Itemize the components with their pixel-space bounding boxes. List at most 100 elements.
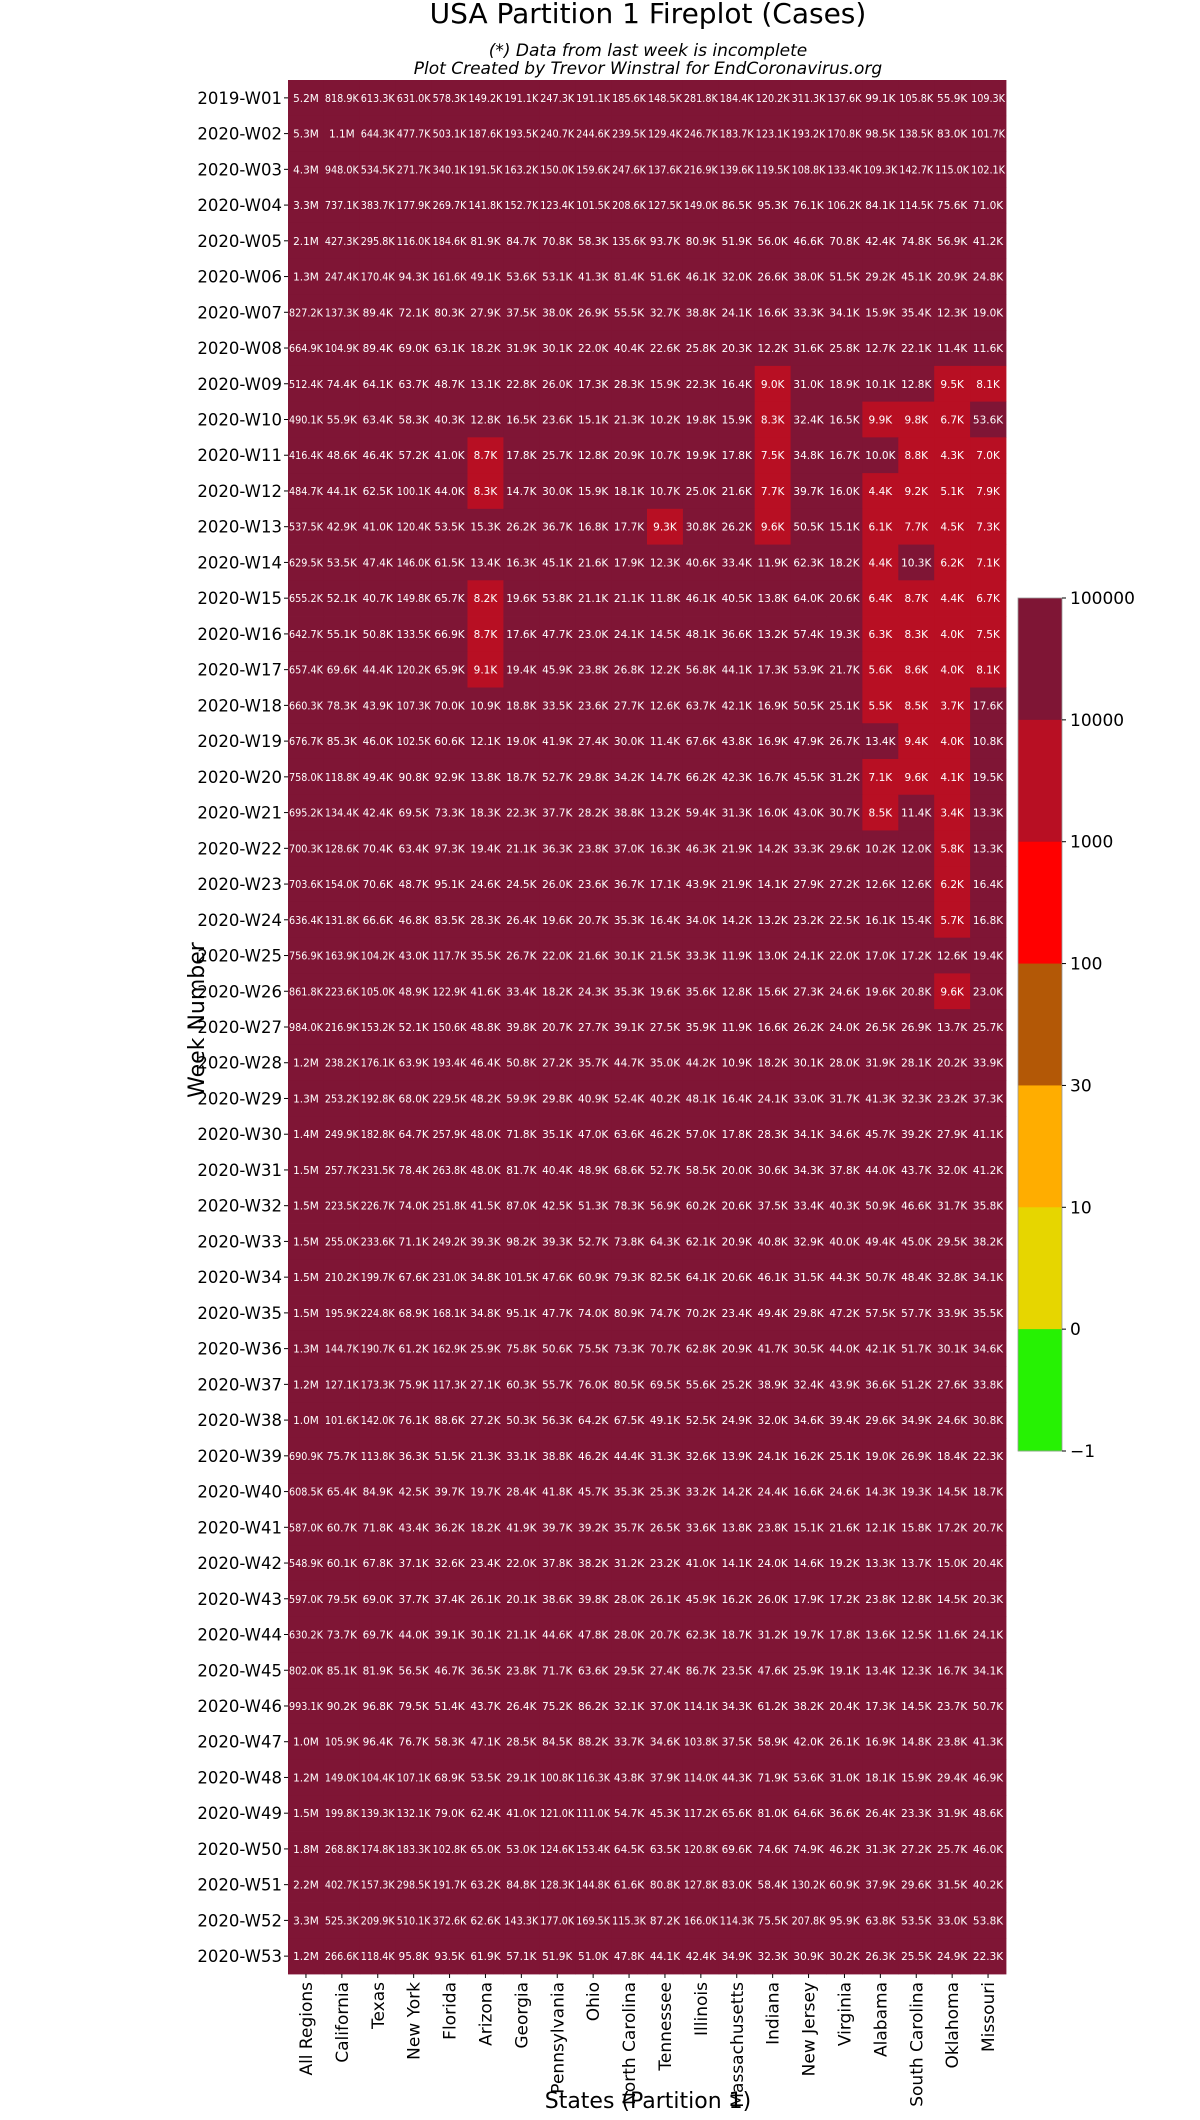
heatmap-cell-label: 50.3K xyxy=(506,1415,537,1427)
heatmap-cell-label: 8.7K xyxy=(474,450,499,462)
heatmap-cell-label: 23.8K xyxy=(506,1665,537,1677)
heatmap-cell-label: 45.5K xyxy=(793,772,824,784)
heatmap-cell-label: 149.8K xyxy=(397,593,432,605)
heatmap-cell-label: 33.4K xyxy=(506,986,537,998)
heatmap-cell-label: 69.5K xyxy=(650,1379,681,1391)
heatmap-cell-label: 22.0K xyxy=(542,951,573,963)
heatmap-cell xyxy=(395,294,432,331)
heatmap-cell-label: 17.9K xyxy=(793,1594,824,1606)
heatmap-cell-label: 133.4K xyxy=(828,164,863,176)
heatmap-cell xyxy=(395,222,432,260)
heatmap-cell-label: 29.2K xyxy=(865,272,896,284)
heatmap-cell-label: 372.6K xyxy=(433,1915,468,1927)
heatmap-cell-label: 31.5K xyxy=(793,1272,824,1284)
heatmap-cell-label: 65.6K xyxy=(722,1808,753,1820)
heatmap-cell-label: 231.0K xyxy=(433,1272,468,1284)
y-tick-label: 2020-W40 xyxy=(197,1483,282,1502)
heatmap-cell-label: 26.2K xyxy=(793,1022,824,1034)
heatmap-cell-label: 37.9K xyxy=(650,1772,681,1784)
heatmap-cell-label: 41.0K xyxy=(363,522,394,534)
heatmap-cell-label: 31.7K xyxy=(829,1093,860,1105)
heatmap-cell xyxy=(826,115,863,152)
heatmap-cell-label: 53.0K xyxy=(506,1844,537,1856)
heatmap-cell-label: 55.7K xyxy=(542,1379,573,1391)
x-tick-label: Ohio xyxy=(584,1982,604,2021)
heatmap-cell-label: 103.8K xyxy=(684,1737,719,1749)
y-tick-label: 2020-W17 xyxy=(197,661,282,680)
heatmap-cell-label: 28.3K xyxy=(758,1129,789,1141)
heatmap-cell-label: 123.4K xyxy=(540,200,575,212)
heatmap-cell-label: 10.9K xyxy=(722,1058,753,1070)
y-tick-label: 2020-W02 xyxy=(197,125,282,144)
heatmap-cell-label: 84.9K xyxy=(363,1487,394,1499)
heatmap-cell-label: 24.6K xyxy=(829,986,860,998)
heatmap-cell-label: 14.7K xyxy=(506,486,537,498)
heatmap-cell-label: 95.9K xyxy=(829,1915,860,1927)
heatmap-cell-label: 34.1K xyxy=(973,1665,1004,1677)
y-axis-tick-labels: 2019-W01 2020-W02 2020-W03 2020-W04 2020-W05… xyxy=(197,89,288,1966)
heatmap-cell-label: 33.9K xyxy=(973,1058,1004,1070)
chart-subtitle-line-2: Plot Created by Trevor Winstral for EndC… xyxy=(414,59,883,79)
heatmap-cell xyxy=(503,187,540,224)
heatmap-cell-label: 9.5K xyxy=(940,379,965,391)
y-tick-label: 2020-W52 xyxy=(197,1911,282,1930)
heatmap-cell-label: 477.7K xyxy=(397,129,432,141)
heatmap-cell-label: 72.1K xyxy=(399,307,430,319)
heatmap-cell-label: 20.3K xyxy=(722,343,753,355)
heatmap-cell-label: 608.5K xyxy=(289,1487,324,1499)
heatmap-cell-label: 33.9K xyxy=(937,1308,968,1320)
heatmap-cell-label: 64.1K xyxy=(686,1272,717,1284)
heatmap-cell-label: 73.3K xyxy=(614,1344,645,1356)
heatmap-cell-label: 18.4K xyxy=(937,1451,968,1463)
heatmap-cell-label: 34.0K xyxy=(686,915,717,927)
heatmap-cell-label: 64.3K xyxy=(650,1236,681,1248)
heatmap-cell xyxy=(575,115,612,152)
heatmap-cell-label: 48.7K xyxy=(399,879,430,891)
heatmap-cell-label: 8.7K xyxy=(904,593,929,605)
heatmap-cell-label: 119.5K xyxy=(756,164,791,176)
heatmap-cell-label: 16.5K xyxy=(829,414,860,426)
heatmap-cell-label: 123.1K xyxy=(756,129,791,141)
heatmap-cell-label: 22.1K xyxy=(901,343,932,355)
heatmap-cell-label: 11.9K xyxy=(758,557,789,569)
heatmap-cell-label: 42.9K xyxy=(327,522,358,534)
heatmap-cell xyxy=(539,294,576,331)
heatmap-cell xyxy=(467,258,504,295)
heatmap-cell-label: 50.7K xyxy=(865,1272,896,1284)
heatmap-cell-label: 46.6K xyxy=(901,1201,932,1213)
heatmap-cell-label: 47.6K xyxy=(758,1665,789,1677)
heatmap-cell-label: 47.9K xyxy=(793,736,824,748)
heatmap-cell xyxy=(718,187,756,224)
heatmap-cell-label: 642.7K xyxy=(289,629,324,641)
heatmap-cell-label: 383.7K xyxy=(361,200,396,212)
heatmap-cell-label: 19.6K xyxy=(650,986,681,998)
y-tick-label: 2020-W28 xyxy=(197,1054,282,1073)
heatmap-cell-label: 18.3K xyxy=(470,808,501,820)
heatmap-cell-label: 18.2K xyxy=(470,1522,501,1534)
heatmap-cell-label: 26.2K xyxy=(722,522,753,534)
heatmap-cell-label: 149.0K xyxy=(325,1772,360,1784)
heatmap-cell-label: 149.0K xyxy=(684,200,719,212)
heatmap-cell-label: 818.9K xyxy=(325,93,360,105)
heatmap-cell xyxy=(503,222,540,260)
heatmap-cell-label: 23.8K xyxy=(758,1522,789,1534)
heatmap-cell-label: 57.4K xyxy=(793,629,824,641)
heatmap-cell-label: 55.6K xyxy=(686,1379,717,1391)
heatmap-cell-label: 86.5K xyxy=(722,200,753,212)
y-tick-label: 2020-W29 xyxy=(197,1089,282,1108)
heatmap-cell-label: 1.2M xyxy=(293,1772,319,1784)
heatmap-cell-label: 46.4K xyxy=(470,1058,501,1070)
heatmap-cell xyxy=(539,151,576,188)
heatmap-cell-label: 13.6K xyxy=(865,1630,896,1642)
heatmap-cell xyxy=(790,258,827,295)
heatmap-cell-label: 106.2K xyxy=(828,200,863,212)
heatmap-cell-label: 578.3K xyxy=(433,93,468,105)
heatmap-cell-label: 46.1K xyxy=(686,272,717,284)
heatmap-cell-label: 24.8K xyxy=(973,272,1004,284)
heatmap-cell-label: 15.4K xyxy=(901,915,932,927)
heatmap-cell-label: 31.2K xyxy=(614,1558,645,1570)
heatmap-cell-label: 21.5K xyxy=(650,951,681,963)
heatmap-cell-label: 87.2K xyxy=(650,1915,681,1927)
heatmap-cell-label: 34.8K xyxy=(793,450,824,462)
